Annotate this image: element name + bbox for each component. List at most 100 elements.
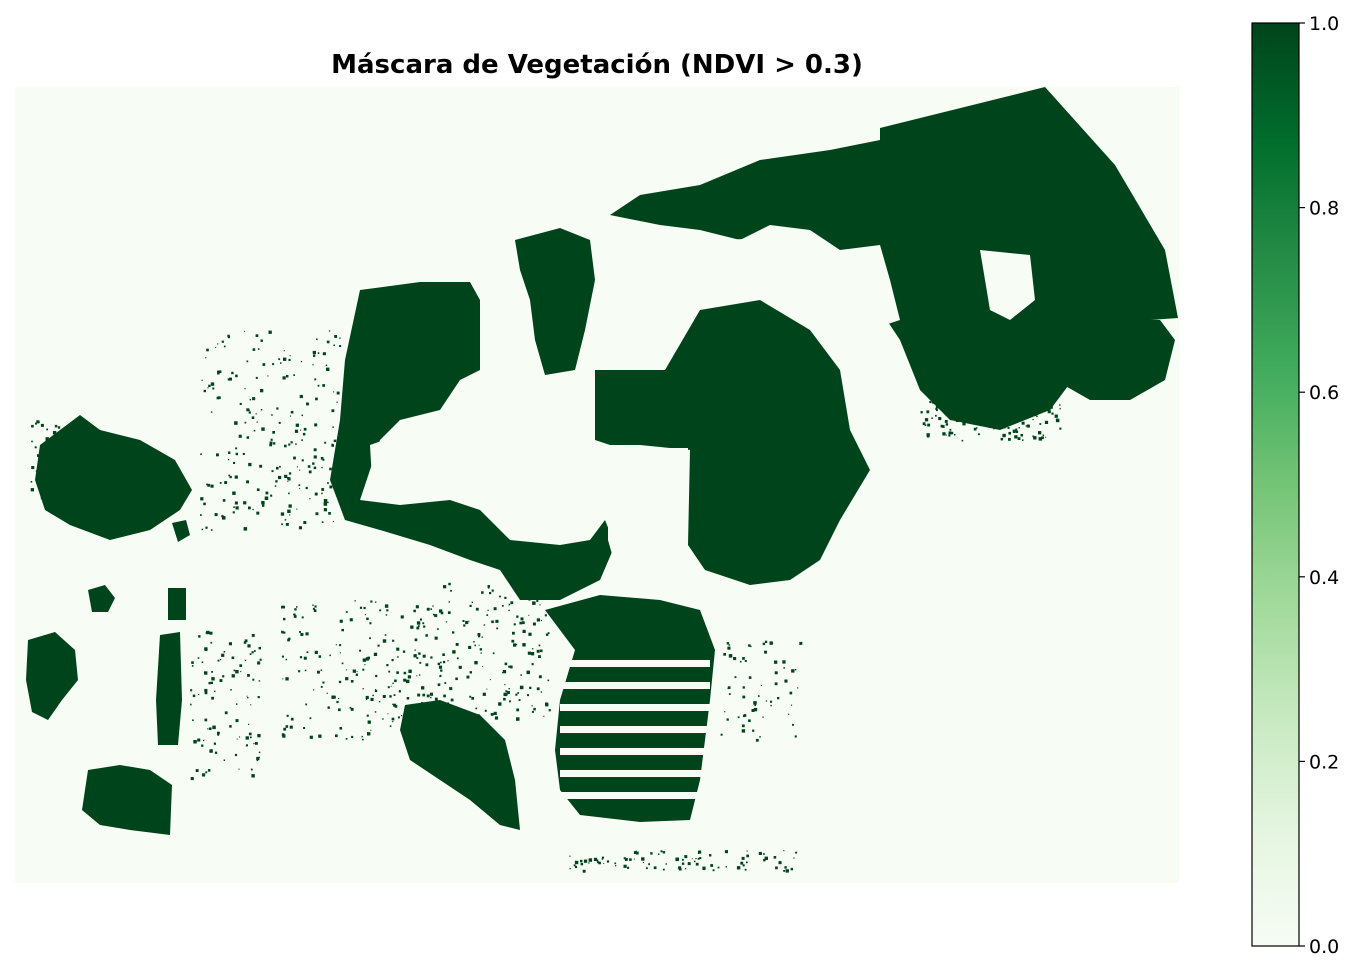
vegetation-speckle (203, 502, 206, 506)
vegetation-speckle (519, 685, 524, 690)
vegetation-speckle (255, 742, 258, 745)
vegetation-speckle (463, 624, 466, 627)
vegetation-speckle (362, 658, 367, 662)
vegetation-speckle (697, 852, 699, 854)
vegetation-speckle (250, 704, 252, 706)
vegetation-speckle (418, 652, 421, 655)
vegetation-speckle (757, 695, 760, 697)
vegetation-speckle (695, 862, 699, 866)
vegetation-speckle (245, 745, 247, 747)
vegetation-speckle (244, 330, 245, 332)
vegetation-speckle (1020, 434, 1023, 437)
vegetation-speckle (271, 414, 273, 416)
vegetation-speckle (312, 364, 314, 366)
vegetation-speckle (210, 382, 215, 386)
vegetation-speckle (1003, 422, 1006, 426)
vegetation-speckle (236, 703, 238, 705)
vegetation-speckle (56, 437, 58, 440)
vegetation-speckle (289, 725, 293, 729)
vegetation-speckle (989, 422, 992, 425)
vegetation-speckle (280, 362, 282, 364)
vegetation-speckle (740, 861, 744, 865)
vegetation-speckle (1059, 408, 1061, 410)
vegetation-speckle (665, 863, 667, 865)
vegetation-speckle (623, 857, 626, 860)
vegetation-speckle (744, 660, 747, 662)
vegetation-speckle (31, 424, 34, 428)
vegetation-speckle (593, 857, 598, 861)
vegetation-speckle (290, 717, 294, 721)
vegetation-speckle (1033, 436, 1037, 440)
vegetation-region-small-clump-3 (172, 520, 190, 542)
vegetation-speckle (750, 645, 752, 648)
vegetation-speckle (35, 470, 38, 472)
vegetation-speckle (509, 700, 511, 703)
vegetation-speckle (201, 661, 204, 663)
vegetation-speckle (430, 696, 432, 699)
colorbar-tick-label: 0.0 (1309, 936, 1339, 958)
vegetation-speckle (246, 360, 249, 363)
vegetation-speckle (1017, 437, 1021, 440)
vegetation-speckle (389, 695, 392, 698)
vegetation-speckle (998, 428, 1000, 430)
vegetation-speckle (285, 677, 289, 681)
vegetation-speckle (282, 605, 285, 609)
vegetation-speckle (976, 419, 979, 422)
vegetation-speckle (320, 457, 324, 460)
vegetation-speckle (769, 641, 773, 645)
vegetation-speckle (203, 739, 205, 742)
vegetation-speckle (201, 379, 203, 381)
vegetation-speckle (993, 428, 995, 430)
vegetation-speckle (283, 350, 285, 352)
vegetation-speckle (949, 428, 952, 431)
vegetation-speckle (257, 734, 261, 738)
vegetation-speckle (339, 727, 343, 730)
vegetation-speckle (243, 501, 247, 505)
vegetation-mask-image (15, 87, 1179, 883)
vegetation-speckle (55, 470, 59, 474)
vegetation-speckle (240, 671, 242, 673)
vegetation-speckle (629, 858, 632, 861)
vegetation-speckle (211, 696, 214, 700)
vegetation-speckle (309, 717, 312, 720)
vegetation-speckle (333, 483, 336, 485)
vegetation-speckle (489, 679, 491, 681)
vegetation-speckle (322, 353, 325, 355)
vegetation-speckle (423, 625, 426, 628)
vegetation-speckle (926, 434, 930, 438)
vegetation-speckle (1041, 436, 1044, 440)
vegetation-speckle (931, 401, 934, 404)
vegetation-speckle (416, 621, 421, 625)
vegetation-speckle (413, 609, 416, 613)
vegetation-speckle (681, 862, 685, 865)
vegetation-speckle (382, 695, 386, 698)
vegetation-speckle (770, 704, 772, 707)
vegetation-speckle (924, 424, 927, 426)
vegetation-speckle (489, 592, 492, 595)
vegetation-speckle (968, 407, 972, 411)
vegetation-speckle (540, 619, 542, 622)
vegetation-speckle (282, 655, 284, 658)
vegetation-speckle (646, 867, 648, 870)
vegetation-speckle (741, 856, 745, 860)
vegetation-speckle (406, 697, 410, 700)
vegetation-speckle (676, 857, 679, 861)
vegetation-speckle (728, 693, 731, 695)
vegetation-speckle (244, 639, 248, 643)
vegetation-speckle (394, 679, 397, 683)
vegetation-speckle (545, 702, 549, 706)
vegetation-speckle (935, 405, 940, 409)
vegetation-speckle (942, 432, 946, 436)
vegetation-speckle (539, 604, 541, 606)
vegetation-speckle (403, 678, 407, 682)
vegetation-speckle (235, 506, 239, 510)
vegetation-speckle (494, 716, 499, 720)
vegetation-speckle (725, 866, 727, 868)
vegetation-speckle (486, 614, 489, 616)
vegetation-speckle (974, 421, 977, 425)
vegetation-speckle (214, 513, 218, 517)
vegetation-speckle (299, 394, 303, 399)
vegetation-speckle (332, 521, 334, 523)
vegetation-speckle (373, 652, 378, 656)
vegetation-speckle (415, 605, 419, 609)
